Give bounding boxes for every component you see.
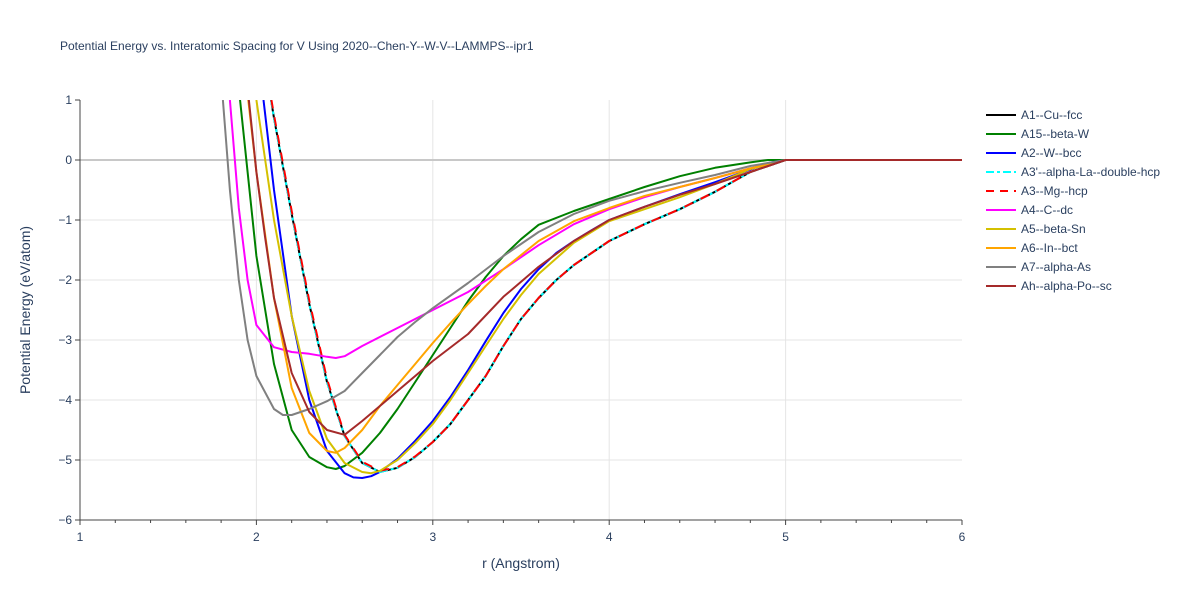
legend-label: A4--C--dc [1021,203,1073,217]
legend-item[interactable]: Ah--alpha-Po--sc [986,279,1112,293]
chart-title: Potential Energy vs. Interatomic Spacing… [60,39,534,53]
x-tick-label: 1 [77,530,84,544]
legend-label: A7--alpha-As [1021,260,1091,274]
legend-label: A15--beta-W [1021,127,1090,141]
grid [80,100,962,520]
y-tick-label: −3 [58,333,72,347]
y-tick-label: −2 [58,273,72,287]
axes: 1 2 3 4 5 6 1 0 −1 −2 −3 −4 −5 −6 [58,93,965,544]
x-tick-label: 6 [959,530,966,544]
legend-item[interactable]: A1--Cu--fcc [986,108,1082,122]
series-line-9 [247,100,962,436]
series-line-3 [270,100,962,473]
y-tick-label: −5 [58,453,72,467]
y-tick-label: −4 [58,393,72,407]
legend-item[interactable]: A2--W--bcc [986,146,1081,160]
x-tick-label: 4 [606,530,613,544]
y-tick-label: −6 [58,513,72,527]
y-tick-label: −1 [58,213,72,227]
x-tick-label: 2 [253,530,260,544]
legend-label: A5--beta-Sn [1021,222,1086,236]
legend-label: A2--W--bcc [1021,146,1081,160]
legend-label: A3'--alpha-La--double-hcp [1021,165,1160,179]
series-line-1 [239,100,962,470]
legend-label: A1--Cu--fcc [1021,108,1082,122]
x-axis-title: r (Angstrom) [482,555,560,571]
series-line-6 [255,100,962,475]
legend-item[interactable]: A7--alpha-As [986,260,1091,274]
y-tick-label: 1 [65,93,72,107]
series-line-8 [221,100,962,416]
y-axis-title: Potential Energy (eV/atom) [17,226,33,394]
legend-item[interactable]: A6--In--bct [986,241,1078,255]
series-line-7 [247,100,962,454]
legend-label: A3--Mg--hcp [1021,184,1088,198]
legend-label: Ah--alpha-Po--sc [1021,279,1112,293]
legend-item[interactable]: A4--C--dc [986,203,1073,217]
series-line-4 [270,100,962,472]
legend-item[interactable]: A3--Mg--hcp [986,184,1088,198]
y-tick-label: 0 [65,153,72,167]
legend-item[interactable]: A5--beta-Sn [986,222,1086,236]
legend-item[interactable]: A15--beta-W [986,127,1090,141]
legend: A1--Cu--fcc A15--beta-W A2--W--bcc A3'--alp… [986,108,1160,293]
x-tick-label: 3 [429,530,436,544]
x-tick-label: 5 [782,530,789,544]
legend-item[interactable]: A3'--alpha-La--double-hcp [986,165,1160,179]
series-line-2 [262,100,962,479]
legend-label: A6--In--bct [1021,241,1078,255]
series-line-0 [270,100,962,473]
plot-area [221,100,962,479]
